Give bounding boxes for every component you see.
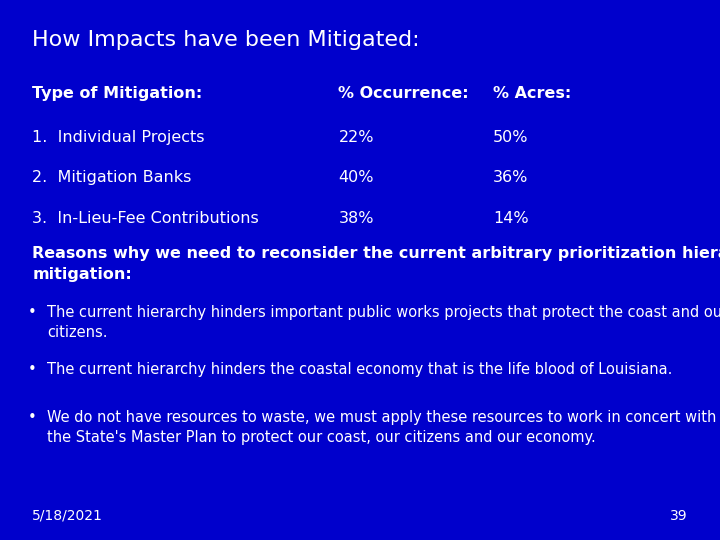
Text: 5/18/2021: 5/18/2021 — [32, 509, 103, 523]
Text: 36%: 36% — [493, 170, 528, 185]
Text: 50%: 50% — [493, 130, 528, 145]
Text: •: • — [27, 362, 36, 377]
Text: 39: 39 — [670, 509, 688, 523]
Text: 14%: 14% — [493, 211, 528, 226]
Text: •: • — [27, 305, 36, 320]
Text: % Acres:: % Acres: — [493, 86, 572, 102]
Text: 2.  Mitigation Banks: 2. Mitigation Banks — [32, 170, 192, 185]
Text: 38%: 38% — [338, 211, 374, 226]
Text: 1.  Individual Projects: 1. Individual Projects — [32, 130, 205, 145]
Text: The current hierarchy hinders the coastal economy that is the life blood of Loui: The current hierarchy hinders the coasta… — [47, 362, 672, 377]
Text: 22%: 22% — [338, 130, 374, 145]
Text: mitigation:: mitigation: — [32, 267, 132, 282]
Text: 40%: 40% — [338, 170, 374, 185]
Text: Type of Mitigation:: Type of Mitigation: — [32, 86, 202, 102]
Text: 3.  In-Lieu-Fee Contributions: 3. In-Lieu-Fee Contributions — [32, 211, 259, 226]
Text: Reasons why we need to reconsider the current arbitrary prioritization hierarchy: Reasons why we need to reconsider the cu… — [32, 246, 720, 261]
Text: •: • — [27, 410, 36, 426]
Text: The current hierarchy hinders important public works projects that protect the c: The current hierarchy hinders important … — [47, 305, 720, 340]
Text: We do not have resources to waste, we must apply these resources to work in conc: We do not have resources to waste, we mu… — [47, 410, 716, 445]
Text: How Impacts have been Mitigated:: How Impacts have been Mitigated: — [32, 30, 420, 50]
Text: % Occurrence:: % Occurrence: — [338, 86, 469, 102]
